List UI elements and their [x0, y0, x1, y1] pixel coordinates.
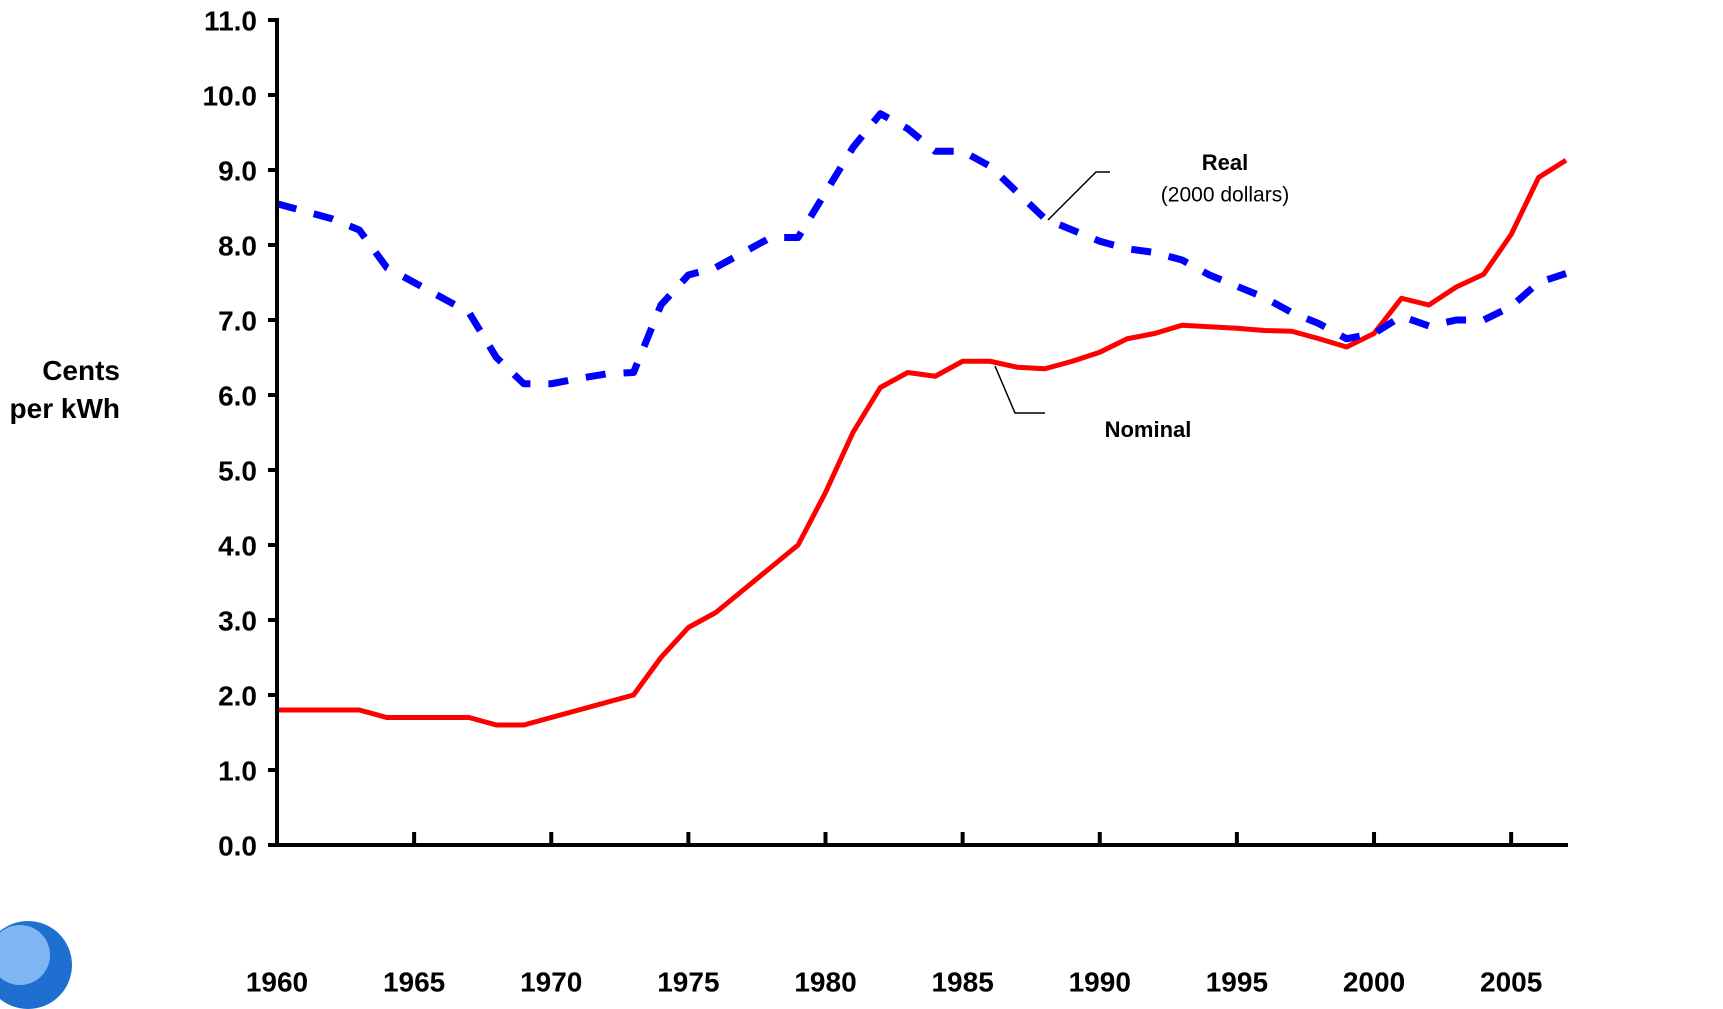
y-tick-label: 7.0 [218, 305, 257, 336]
y-tick-label: 10.0 [203, 80, 258, 111]
x-tick-label: 1985 [931, 966, 993, 997]
nominal-leader [994, 365, 1045, 414]
series-line [277, 110, 1568, 388]
y-tick-label: 5.0 [218, 455, 257, 486]
y-tick-label: 0.0 [218, 830, 257, 861]
x-tick-label: 1990 [1069, 966, 1131, 997]
y-tick-label: 9.0 [218, 155, 257, 186]
y-tick-label: 1.0 [218, 755, 257, 786]
annotation: Nominal [1105, 417, 1192, 442]
x-tick-label: 2005 [1480, 966, 1542, 997]
y-tick-label: 3.0 [218, 605, 257, 636]
x-tick-label: 1980 [794, 966, 856, 997]
y-tick-label: 8.0 [218, 230, 257, 261]
x-tick-label: 1975 [657, 966, 719, 997]
real-leader [1047, 171, 1110, 221]
x-tick-label: 1970 [520, 966, 582, 997]
y-tick-label: 4.0 [218, 530, 257, 561]
plot-lines [277, 110, 1568, 728]
series-line [277, 158, 1568, 728]
x-tick-label: 1960 [246, 966, 308, 997]
y-tick-label: 2.0 [218, 680, 257, 711]
x-tick-label: 2000 [1343, 966, 1405, 997]
y-axis-label: Cents per kWh [9, 355, 120, 424]
y-tick-label: 11.0 [204, 5, 257, 36]
y-tick-label: 6.0 [218, 380, 257, 411]
annotation: Real [1202, 150, 1248, 175]
logo-icon-highlight [0, 925, 50, 985]
x-tick-label: 1995 [1206, 966, 1268, 997]
x-tick-label: 1965 [383, 966, 445, 997]
annotation: (2000 dollars) [1161, 184, 1289, 207]
